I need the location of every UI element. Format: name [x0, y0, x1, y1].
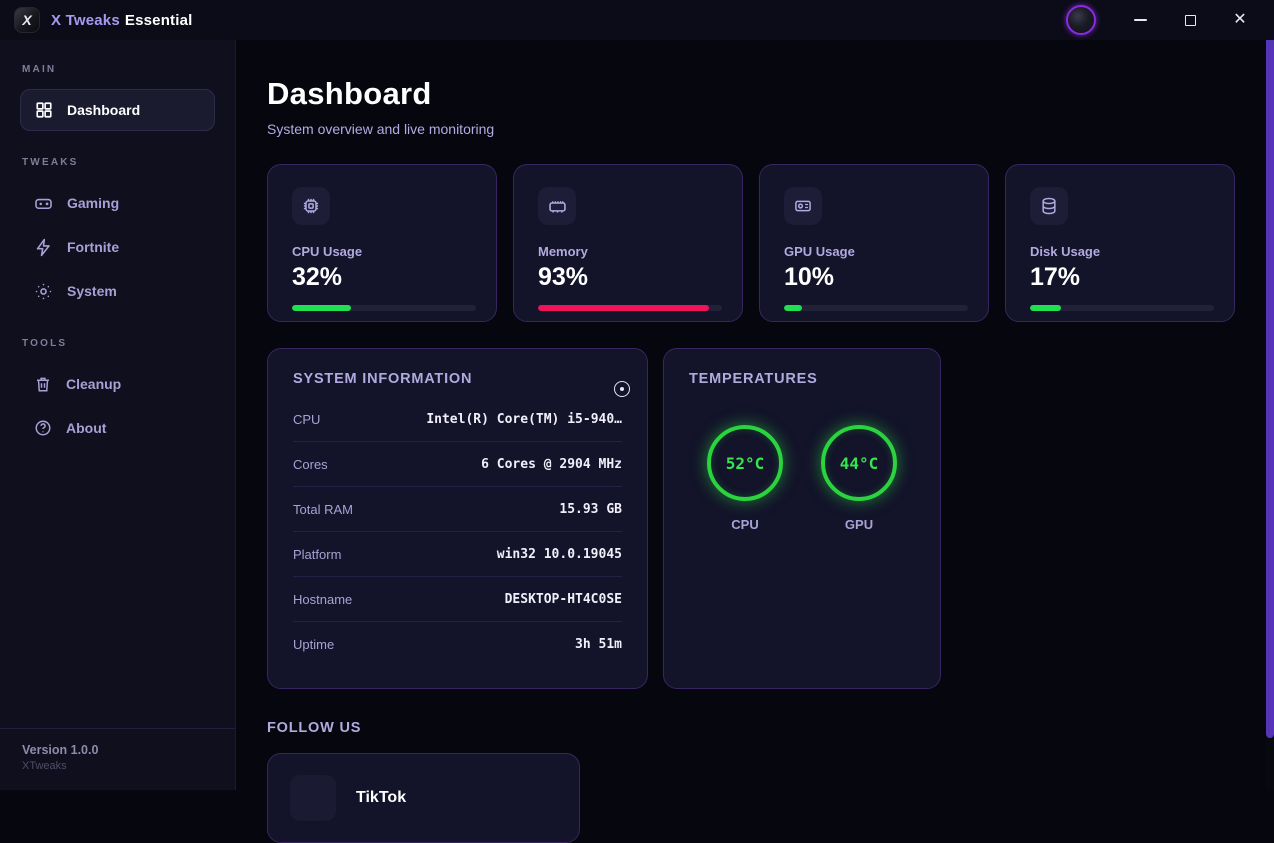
memory-icon [548, 200, 566, 213]
titlebar: X X Tweaks Essential ✕ [0, 0, 1274, 40]
lightning-icon [36, 238, 50, 256]
grid-icon [36, 102, 52, 118]
sidebar-item-label: Fortnite [67, 239, 120, 255]
scrollbar-thumb[interactable] [1266, 40, 1274, 738]
gear-dots-icon [35, 283, 52, 299]
app-title-edition: Essential [124, 11, 193, 29]
sidebar-item-label: System [67, 283, 117, 299]
app-logo-icon: X [14, 7, 40, 33]
system-information-panel: SYSTEM INFORMATION CPU Intel(R) Core(TM)… [267, 348, 648, 689]
temperatures-title: TEMPERATURES [689, 371, 818, 387]
follow-us-title: FOLLOW US [267, 720, 362, 736]
stat-card-cpu: CPU Usage 32% [267, 164, 497, 322]
sidebar-item-gaming[interactable]: Gaming [20, 182, 215, 224]
stats-row: CPU Usage 32% Memory 93% GPU Usage 10% D… [267, 164, 1236, 322]
maximize-button[interactable] [1170, 5, 1210, 35]
memory-usage-bar [538, 305, 722, 311]
tiktok-icon [290, 775, 336, 821]
cpu-temperature: 52°C CPU [707, 425, 783, 532]
info-row-platform: Platform win32 10.0.19045 [293, 532, 622, 577]
gamepad-icon [35, 198, 52, 209]
stat-card-gpu: GPU Usage 10% [759, 164, 989, 322]
sidebar-footer: Version 1.0.0 XTweaks [0, 728, 235, 790]
gpu-usage-bar [784, 305, 968, 311]
disk-usage-bar [1030, 305, 1214, 311]
gpu-temperature-gauge: 44°C [821, 425, 897, 501]
page-title: Dashboard [267, 76, 432, 111]
trash-icon [37, 377, 49, 392]
close-button[interactable]: ✕ [1233, 11, 1247, 28]
info-row-cores: Cores 6 Cores @ 2904 MHz [293, 442, 622, 487]
cpu-icon [303, 198, 319, 214]
live-indicator-icon [614, 381, 630, 397]
stat-value: 10% [784, 263, 835, 291]
sidebar-section-tools: TOOLS [22, 338, 68, 349]
info-row-total-ram: Total RAM 15.93 GB [293, 487, 622, 532]
stat-value: 17% [1030, 263, 1081, 291]
system-information-title: SYSTEM INFORMATION [293, 371, 473, 387]
info-row-hostname: Hostname DESKTOP-HT4C0SE [293, 577, 622, 622]
system-information-table: CPU Intel(R) Core(TM) i5-940… Cores 6 Co… [293, 397, 622, 666]
cpu-temperature-gauge: 52°C [707, 425, 783, 501]
stat-label: GPU Usage [784, 244, 855, 259]
maximize-icon [1184, 14, 1196, 26]
stat-value: 93% [538, 263, 589, 291]
app-title-brand: X Tweaks [51, 11, 120, 29]
sidebar-item-system[interactable]: System [20, 270, 215, 312]
info-row-uptime: Uptime 3h 51m [293, 636, 622, 652]
app-brand: XTweaks [22, 760, 67, 772]
minimize-button[interactable] [1120, 5, 1160, 35]
sidebar: MAIN Dashboard TWEAKS Gaming Fortnite Sy… [0, 40, 236, 790]
stat-label: Disk Usage [1030, 244, 1101, 259]
stat-label: Memory [538, 244, 588, 259]
sidebar-section-main: MAIN [22, 64, 57, 75]
sidebar-item-fortnite[interactable]: Fortnite [20, 226, 215, 268]
user-avatar[interactable] [1066, 5, 1096, 35]
social-link-tiktok[interactable]: TikTok [267, 753, 580, 843]
stat-card-memory: Memory 93% [513, 164, 743, 322]
cpu-usage-bar [292, 305, 476, 311]
stat-label: CPU Usage [292, 244, 363, 259]
sidebar-item-label: About [66, 420, 107, 436]
scrollbar-track[interactable] [1266, 40, 1274, 790]
info-row-cpu: CPU Intel(R) Core(TM) i5-940… [293, 397, 622, 442]
sidebar-item-label: Gaming [67, 195, 120, 211]
app-version: Version 1.0.0 [22, 743, 99, 757]
sidebar-item-label: Dashboard [67, 102, 141, 118]
stat-value: 32% [292, 263, 343, 291]
sidebar-item-cleanup[interactable]: Cleanup [20, 363, 215, 405]
app-title: X Tweaks Essential [51, 12, 193, 29]
gpu-icon [795, 200, 811, 212]
stat-card-disk: Disk Usage 17% [1005, 164, 1235, 322]
sidebar-section-tweaks: TWEAKS [22, 157, 79, 168]
gpu-temperature: 44°C GPU [821, 425, 897, 532]
sidebar-item-about[interactable]: About [20, 407, 215, 449]
sidebar-item-dashboard[interactable]: Dashboard [20, 89, 215, 131]
main-content: Dashboard System overview and live monit… [237, 40, 1274, 843]
temperatures-panel: TEMPERATURES 52°C CPU 44°C GPU [663, 348, 941, 689]
page-subtitle: System overview and live monitoring [267, 121, 495, 137]
disk-icon [1042, 197, 1056, 215]
help-circle-icon [35, 420, 51, 436]
sidebar-item-label: Cleanup [66, 376, 122, 392]
minimize-icon [1133, 19, 1147, 21]
